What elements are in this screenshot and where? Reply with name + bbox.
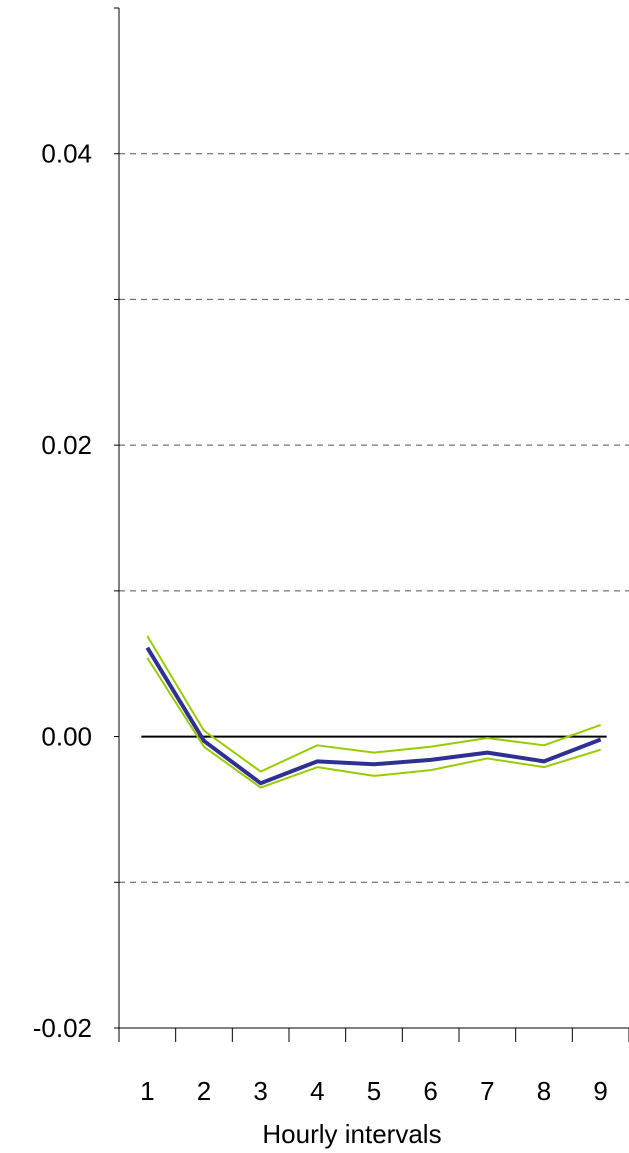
x-tick-label: 9 xyxy=(593,1076,607,1106)
y-tick-label: 0.00 xyxy=(41,722,92,752)
x-tick-label: 2 xyxy=(197,1076,211,1106)
series-line-lower-band xyxy=(146,657,601,789)
y-tick-label: -0.02 xyxy=(33,1013,92,1043)
x-tick-labels: 1 2 3 4 5 6 7 8 9 xyxy=(140,1076,608,1106)
axes xyxy=(114,7,629,1042)
series-line-estimate xyxy=(145,646,602,786)
y-tick-labels: 0.04 0.02 0.00 -0.02 xyxy=(33,139,92,1043)
y-tick-label: 0.02 xyxy=(41,430,92,460)
y-tick-label: 0.04 xyxy=(41,139,92,169)
x-tick-label: 4 xyxy=(310,1076,324,1106)
series-lines xyxy=(145,635,602,789)
x-tick-label: 5 xyxy=(367,1076,381,1106)
x-axis-label: Hourly intervals xyxy=(262,1119,441,1149)
x-tick-label: 1 xyxy=(140,1076,154,1106)
gridlines xyxy=(119,153,629,883)
x-tick-label: 8 xyxy=(537,1076,551,1106)
x-tick-label: 6 xyxy=(423,1076,437,1106)
x-tick-label: 3 xyxy=(253,1076,267,1106)
x-tick-label: 7 xyxy=(480,1076,494,1106)
series-line-upper-band xyxy=(146,635,602,773)
